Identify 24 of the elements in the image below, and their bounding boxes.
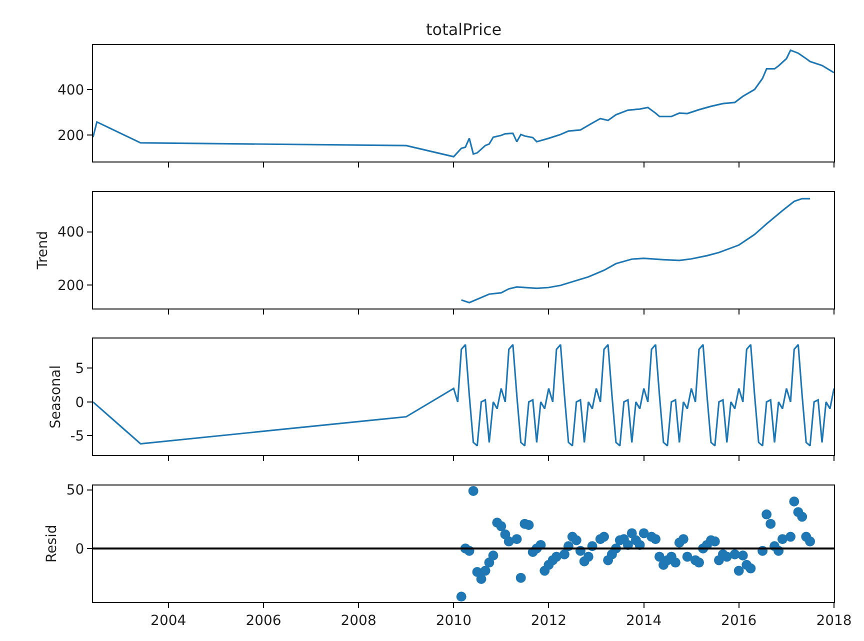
line-series	[460, 198, 811, 304]
x-tick-label: 2010	[436, 612, 472, 629]
y-tick-label: 50	[66, 482, 84, 499]
y-tick-label: 200	[57, 128, 84, 144]
y-tick-label: -5	[70, 428, 84, 445]
chart-title: totalPrice	[426, 20, 502, 39]
x-tick-label: 2008	[340, 612, 376, 629]
y-tick-label: 200	[57, 278, 84, 294]
y-tick-label: 0	[75, 394, 84, 411]
y-axis-title: Seasonal	[48, 365, 64, 429]
y-tick-label: 400	[57, 82, 84, 98]
y-axis-title: Trend	[35, 230, 52, 270]
x-tick-label: 2014	[626, 612, 662, 629]
y-tick-label: 400	[57, 224, 84, 241]
x-tick-label: 2004	[150, 612, 186, 629]
y-tick-label: 0	[75, 541, 84, 558]
y-tick-label: 5	[75, 361, 84, 378]
line-series	[93, 344, 834, 447]
x-tick-label: 2016	[721, 612, 757, 629]
x-tick-label: 2006	[246, 612, 282, 629]
line-series	[93, 49, 834, 158]
y-axis-title: Resid	[44, 524, 60, 563]
x-tick-label: 2018	[816, 612, 852, 629]
x-tick-label: 2012	[530, 612, 567, 629]
